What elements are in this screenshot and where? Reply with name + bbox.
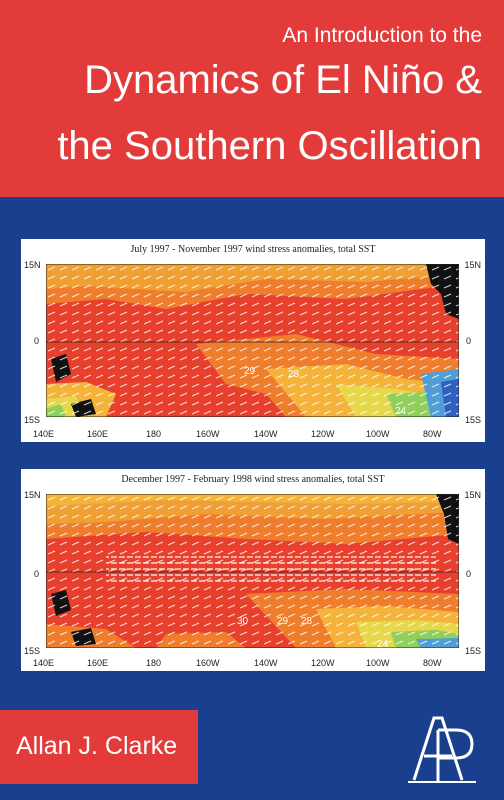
lat-label-right: 15S: [464, 646, 481, 656]
lon-label: 140W: [254, 658, 278, 668]
lat-label-left: 15N: [24, 490, 41, 500]
sst-map: [46, 494, 459, 648]
contour-label: 24: [395, 406, 407, 417]
author-name: Allan J. Clarke: [16, 732, 178, 760]
lon-label: 80W: [423, 658, 442, 668]
title-line-2: Dynamics of El Niño &: [84, 58, 482, 102]
lon-label: 120W: [311, 658, 335, 668]
lon-label: 180: [146, 658, 162, 668]
panel-title: July 1997 - November 1997 wind stress an…: [130, 244, 376, 255]
lon-label: 120W: [311, 429, 335, 439]
lat-label-right: 15N: [464, 260, 481, 270]
lon-label: 160W: [196, 658, 220, 668]
lon-label: 80W: [423, 429, 442, 439]
lat-label-left: 15N: [24, 260, 41, 270]
title-line-1: An Introduction to the: [282, 24, 482, 47]
lon-label: 180: [146, 429, 162, 439]
lat-label-right: 15S: [464, 415, 481, 425]
lat-label-right: 0: [465, 569, 471, 579]
author-band: Allan J. Clarke: [0, 710, 198, 784]
lon-label: 140E: [33, 658, 55, 668]
contour-label: 28: [288, 369, 300, 380]
title-band: An Introduction to the Dynamics of El Ni…: [0, 0, 504, 197]
lon-label: 100W: [366, 658, 390, 668]
lon-label: 160W: [196, 429, 220, 439]
lat-label-right: 15N: [464, 490, 481, 500]
contour-label: 29: [277, 616, 289, 627]
lon-label: 140W: [254, 429, 278, 439]
title-line-3: the Southern Oscillation: [57, 124, 482, 168]
panel-title: December 1997 - February 1998 wind stres…: [121, 474, 385, 485]
sst-map-panel-1: July 1997 - November 1997 wind stress an…: [21, 239, 485, 442]
ap-logo-icon: [408, 716, 476, 783]
sst-map-panel-2: December 1997 - February 1998 wind stres…: [21, 469, 485, 671]
lon-label: 160E: [87, 429, 109, 439]
lat-label-left: 0: [34, 569, 40, 579]
lon-label: 100W: [366, 429, 390, 439]
lat-label-right: 0: [465, 336, 471, 346]
sst-map: [46, 264, 459, 417]
contour-label: 30: [237, 616, 249, 627]
contour-label: 28: [301, 616, 313, 627]
lat-label-left: 15S: [24, 646, 41, 656]
contour-label: 24: [377, 639, 389, 650]
contour-label: 29: [244, 366, 256, 377]
lat-label-left: 0: [34, 336, 40, 346]
lat-label-left: 15S: [24, 415, 41, 425]
lon-label: 140E: [33, 429, 55, 439]
lon-label: 160E: [87, 658, 109, 668]
publisher-logo: [406, 710, 478, 786]
